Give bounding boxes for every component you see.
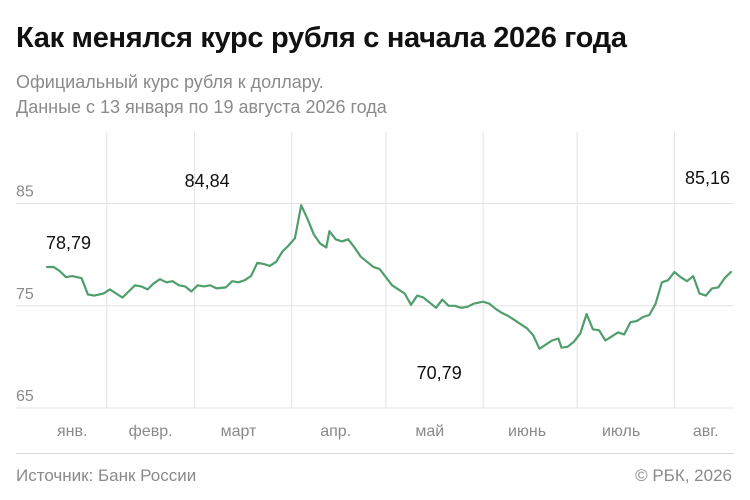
y-tick-label-0: 65 xyxy=(16,388,34,405)
x-tick-label-3: апр. xyxy=(320,423,351,440)
y-tick-label-1: 75 xyxy=(16,286,34,303)
copyright-note: © РБК, 2026 xyxy=(635,466,732,485)
footer-divider xyxy=(16,453,734,454)
chart-title: Как менялся курс рубля с начала 2026 год… xyxy=(16,22,627,54)
source-note: Источник: Банк России xyxy=(16,466,197,485)
x-tick-label-5: июнь xyxy=(508,423,546,440)
value-annotation-3: 85,16 xyxy=(685,168,730,188)
x-tick-label-0: янв. xyxy=(57,423,87,440)
chart-subtitle: Официальный курс рубля к доллару. Данные… xyxy=(16,70,387,120)
series-line-0 xyxy=(45,204,733,350)
x-tick-label-7: авг. xyxy=(693,423,719,440)
subtitle-line-2: Данные с 13 января по 19 августа 2026 го… xyxy=(16,97,387,117)
y-tick-label-2: 85 xyxy=(16,184,34,201)
value-annotation-2: 70,79 xyxy=(417,363,462,383)
value-annotation-0: 78,79 xyxy=(46,233,91,253)
subtitle-line-1: Официальный курс рубля к доллару. xyxy=(16,72,324,92)
x-tick-label-6: июль xyxy=(602,423,640,440)
value-annotation-1: 84,84 xyxy=(185,171,230,191)
x-tick-label-2: март xyxy=(221,423,257,440)
x-tick-label-4: май xyxy=(415,423,444,440)
x-tick-label-1: февр. xyxy=(129,423,173,440)
